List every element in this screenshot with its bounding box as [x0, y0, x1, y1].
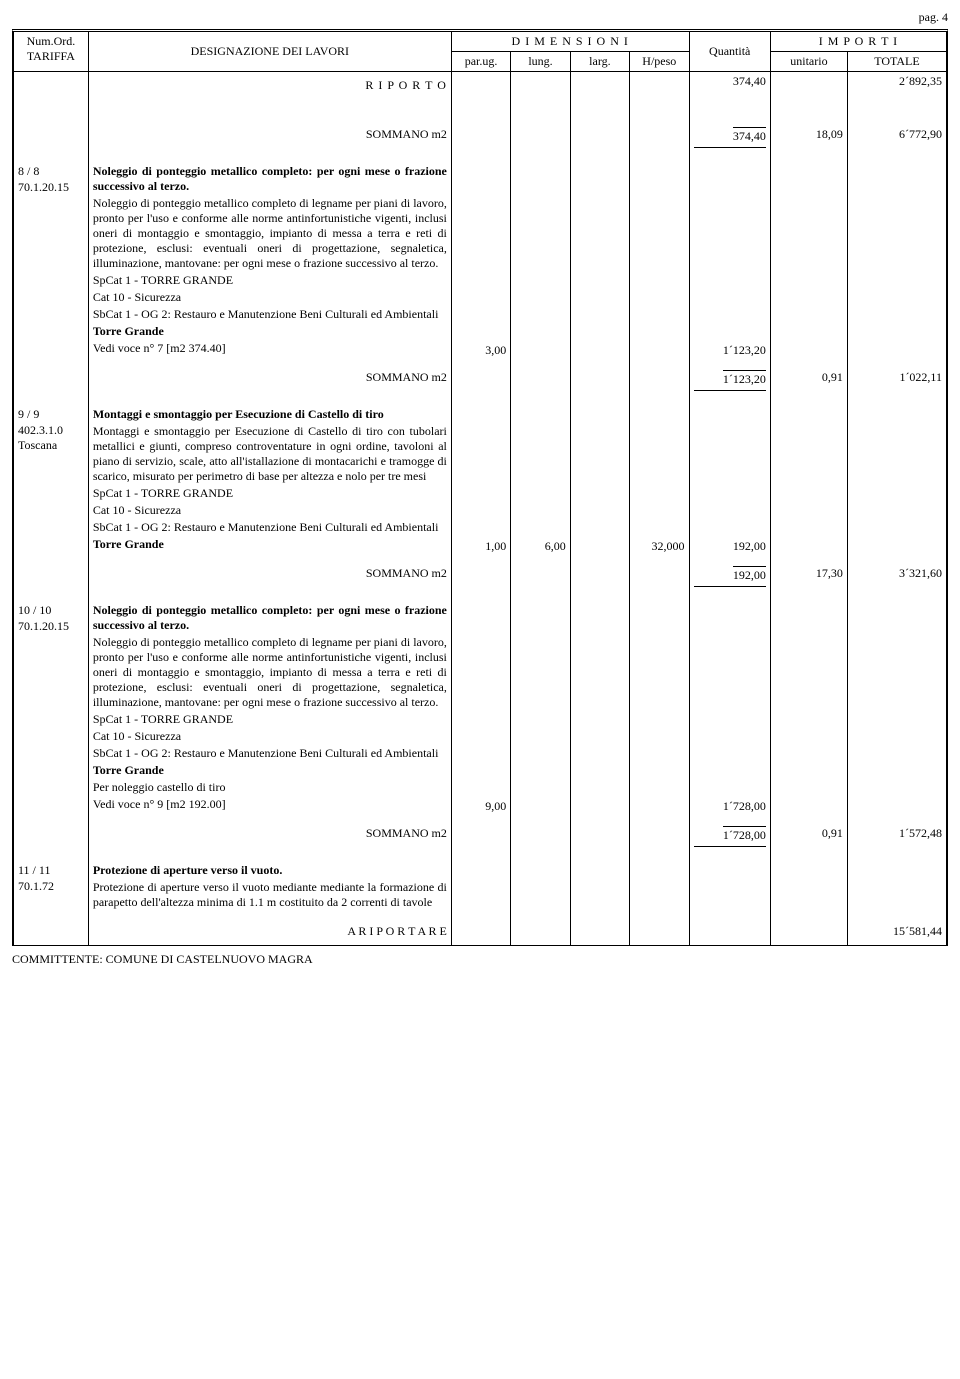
- item9-tariffa-1: 9 / 9: [18, 407, 39, 421]
- header-row-1: Num.Ord. TARIFFA DESIGNAZIONE DEI LAVORI…: [14, 32, 947, 52]
- item10-body: Noleggio di ponteggio metallico completo…: [93, 635, 447, 710]
- item10-per-noleggio: Per noleggio castello di tiro: [93, 780, 447, 795]
- item9-parug: 1,00: [451, 405, 510, 556]
- hdr-hpeso: H/peso: [630, 52, 689, 72]
- hdr-num-ord-text: Num.Ord.: [27, 34, 76, 48]
- item10-tariffa: 10 / 10 70.1.20.15: [14, 601, 89, 816]
- item8-cat: Cat 10 - Sicurezza: [93, 290, 447, 305]
- item9-qta: 192,00: [689, 405, 770, 556]
- committente-footer: COMMITTENTE: COMUNE DI CASTELNUOVO MAGRA: [12, 952, 948, 967]
- item8-sum-qta: 1´123,20: [723, 370, 766, 387]
- item9-hpeso: 32,000: [630, 405, 689, 556]
- item7-sum-unit: 18,09: [770, 99, 847, 162]
- item11-tariffa: 11 / 11 70.1.72: [14, 861, 89, 918]
- riporto-qta: 374,40: [689, 72, 770, 100]
- item9-tariffa: 9 / 9 402.3.1.0 Toscana: [14, 405, 89, 556]
- item8-desc: Noleggio di ponteggio metallico completo…: [88, 162, 451, 360]
- item8-vedi: Vedi voce n° 7 [m2 374.40]: [93, 341, 447, 356]
- item10-vedi: Vedi voce n° 9 [m2 192.00]: [93, 797, 447, 812]
- item10-sum-qta: 1´728,00: [723, 826, 766, 843]
- item8-sbcat: SbCat 1 - OG 2: Restauro e Manutenzione …: [93, 307, 447, 322]
- item8-torre: Torre Grande: [93, 324, 447, 339]
- item10-row: 10 / 10 70.1.20.15 Noleggio di ponteggio…: [14, 601, 947, 816]
- item11-tariffa-2: 70.1.72: [18, 879, 54, 893]
- item9-sum-row: SOMMANO m2 192,00 17,30 3´321,60: [14, 556, 947, 601]
- hdr-importi: I M P O R T I: [770, 32, 946, 52]
- item10-cat: Cat 10 - Sicurezza: [93, 729, 447, 744]
- computation-table: Num.Ord. TARIFFA DESIGNAZIONE DEI LAVORI…: [13, 32, 947, 945]
- item10-sum-label: SOMMANO m2: [88, 816, 451, 861]
- hdr-tariffa-text: TARIFFA: [27, 49, 75, 63]
- item9-title: Montaggi e smontaggio per Esecuzione di …: [93, 407, 447, 422]
- item9-sum-tot: 3´321,60: [847, 556, 946, 601]
- item11-title: Protezione di aperture verso il vuoto.: [93, 863, 447, 878]
- item8-sum-tot: 1´022,11: [847, 360, 946, 405]
- item9-spcat: SpCat 1 - TORRE GRANDE: [93, 486, 447, 501]
- item7-sum-label: SOMMANO m2: [88, 99, 451, 162]
- hdr-larg: larg.: [570, 52, 629, 72]
- item10-sum-unit: 0,91: [770, 816, 847, 861]
- hdr-lung: lung.: [511, 52, 570, 72]
- item9-cat: Cat 10 - Sicurezza: [93, 503, 447, 518]
- item10-title: Noleggio di ponteggio metallico completo…: [93, 603, 447, 633]
- item7-sum-row: SOMMANO m2 374,40 18,09 6´772,90: [14, 99, 947, 162]
- item9-tariffa-2: 402.3.1.0: [18, 423, 63, 437]
- hdr-quantita: Quantità: [689, 32, 770, 72]
- item8-sum-row: SOMMANO m2 1´123,20 0,91 1´022,11: [14, 360, 947, 405]
- item9-lung: 6,00: [511, 405, 570, 556]
- page-number: pag. 4: [12, 10, 948, 25]
- item9-sbcat: SbCat 1 - OG 2: Restauro e Manutenzione …: [93, 520, 447, 535]
- a-riportare-row: A R I P O R T A R E 15´581,44: [14, 918, 947, 945]
- hdr-dimensioni: D I M E N S I O N I: [451, 32, 689, 52]
- item11-body: Protezione di aperture verso il vuoto me…: [93, 880, 447, 910]
- item8-tariffa: 8 / 8 70.1.20.15: [14, 162, 89, 360]
- item9-desc: Montaggi e smontaggio per Esecuzione di …: [88, 405, 451, 556]
- item8-spcat: SpCat 1 - TORRE GRANDE: [93, 273, 447, 288]
- riporto-row: R I P O R T O 374,40 2´892,35: [14, 72, 947, 100]
- riporto-tot: 2´892,35: [847, 72, 946, 100]
- item9-sum-qta: 192,00: [733, 566, 766, 583]
- item11-desc: Protezione di aperture verso il vuoto. P…: [88, 861, 451, 918]
- item10-spcat: SpCat 1 - TORRE GRANDE: [93, 712, 447, 727]
- item8-tariffa-1: 8 / 8: [18, 164, 39, 178]
- hdr-parug: par.ug.: [451, 52, 510, 72]
- item9-row: 9 / 9 402.3.1.0 Toscana Montaggi e smont…: [14, 405, 947, 556]
- item9-sum-unit: 17,30: [770, 556, 847, 601]
- a-riportare-tot: 15´581,44: [847, 918, 946, 945]
- riporto-label: R I P O R T O: [88, 72, 451, 100]
- main-frame: Num.Ord. TARIFFA DESIGNAZIONE DEI LAVORI…: [12, 29, 948, 946]
- item8-row: 8 / 8 70.1.20.15 Noleggio di ponteggio m…: [14, 162, 947, 360]
- item9-body: Montaggi e smontaggio per Esecuzione di …: [93, 424, 447, 484]
- item10-sbcat: SbCat 1 - OG 2: Restauro e Manutenzione …: [93, 746, 447, 761]
- item8-sum-label: SOMMANO m2: [88, 360, 451, 405]
- hdr-unitario: unitario: [770, 52, 847, 72]
- item11-row: 11 / 11 70.1.72 Protezione di aperture v…: [14, 861, 947, 918]
- item10-parug: 9,00: [451, 601, 510, 816]
- item10-tariffa-1: 10 / 10: [18, 603, 51, 617]
- item11-tariffa-1: 11 / 11: [18, 863, 50, 877]
- item8-sum-unit: 0,91: [770, 360, 847, 405]
- item10-desc: Noleggio di ponteggio metallico completo…: [88, 601, 451, 816]
- hdr-totale: TOTALE: [847, 52, 946, 72]
- item8-qta: 1´123,20: [689, 162, 770, 360]
- a-riportare-label: A R I P O R T A R E: [88, 918, 451, 945]
- item7-sum-tot: 6´772,90: [847, 99, 946, 162]
- item8-body: Noleggio di ponteggio metallico completo…: [93, 196, 447, 271]
- item8-title: Noleggio di ponteggio metallico completo…: [93, 164, 447, 194]
- item8-parug: 3,00: [451, 162, 510, 360]
- item9-tariffa-3: Toscana: [18, 438, 57, 452]
- item10-torre: Torre Grande: [93, 763, 447, 778]
- item9-sum-label: SOMMANO m2: [88, 556, 451, 601]
- item9-torre: Torre Grande: [93, 537, 447, 552]
- hdr-num-ord: Num.Ord. TARIFFA: [14, 32, 89, 72]
- item10-sum-row: SOMMANO m2 1´728,00 0,91 1´572,48: [14, 816, 947, 861]
- hdr-designazione: DESIGNAZIONE DEI LAVORI: [88, 32, 451, 72]
- item8-tariffa-2: 70.1.20.15: [18, 180, 69, 194]
- item10-sum-tot: 1´572,48: [847, 816, 946, 861]
- item7-sum-qta: 374,40: [733, 127, 766, 144]
- item10-tariffa-2: 70.1.20.15: [18, 619, 69, 633]
- item10-qta: 1´728,00: [689, 601, 770, 816]
